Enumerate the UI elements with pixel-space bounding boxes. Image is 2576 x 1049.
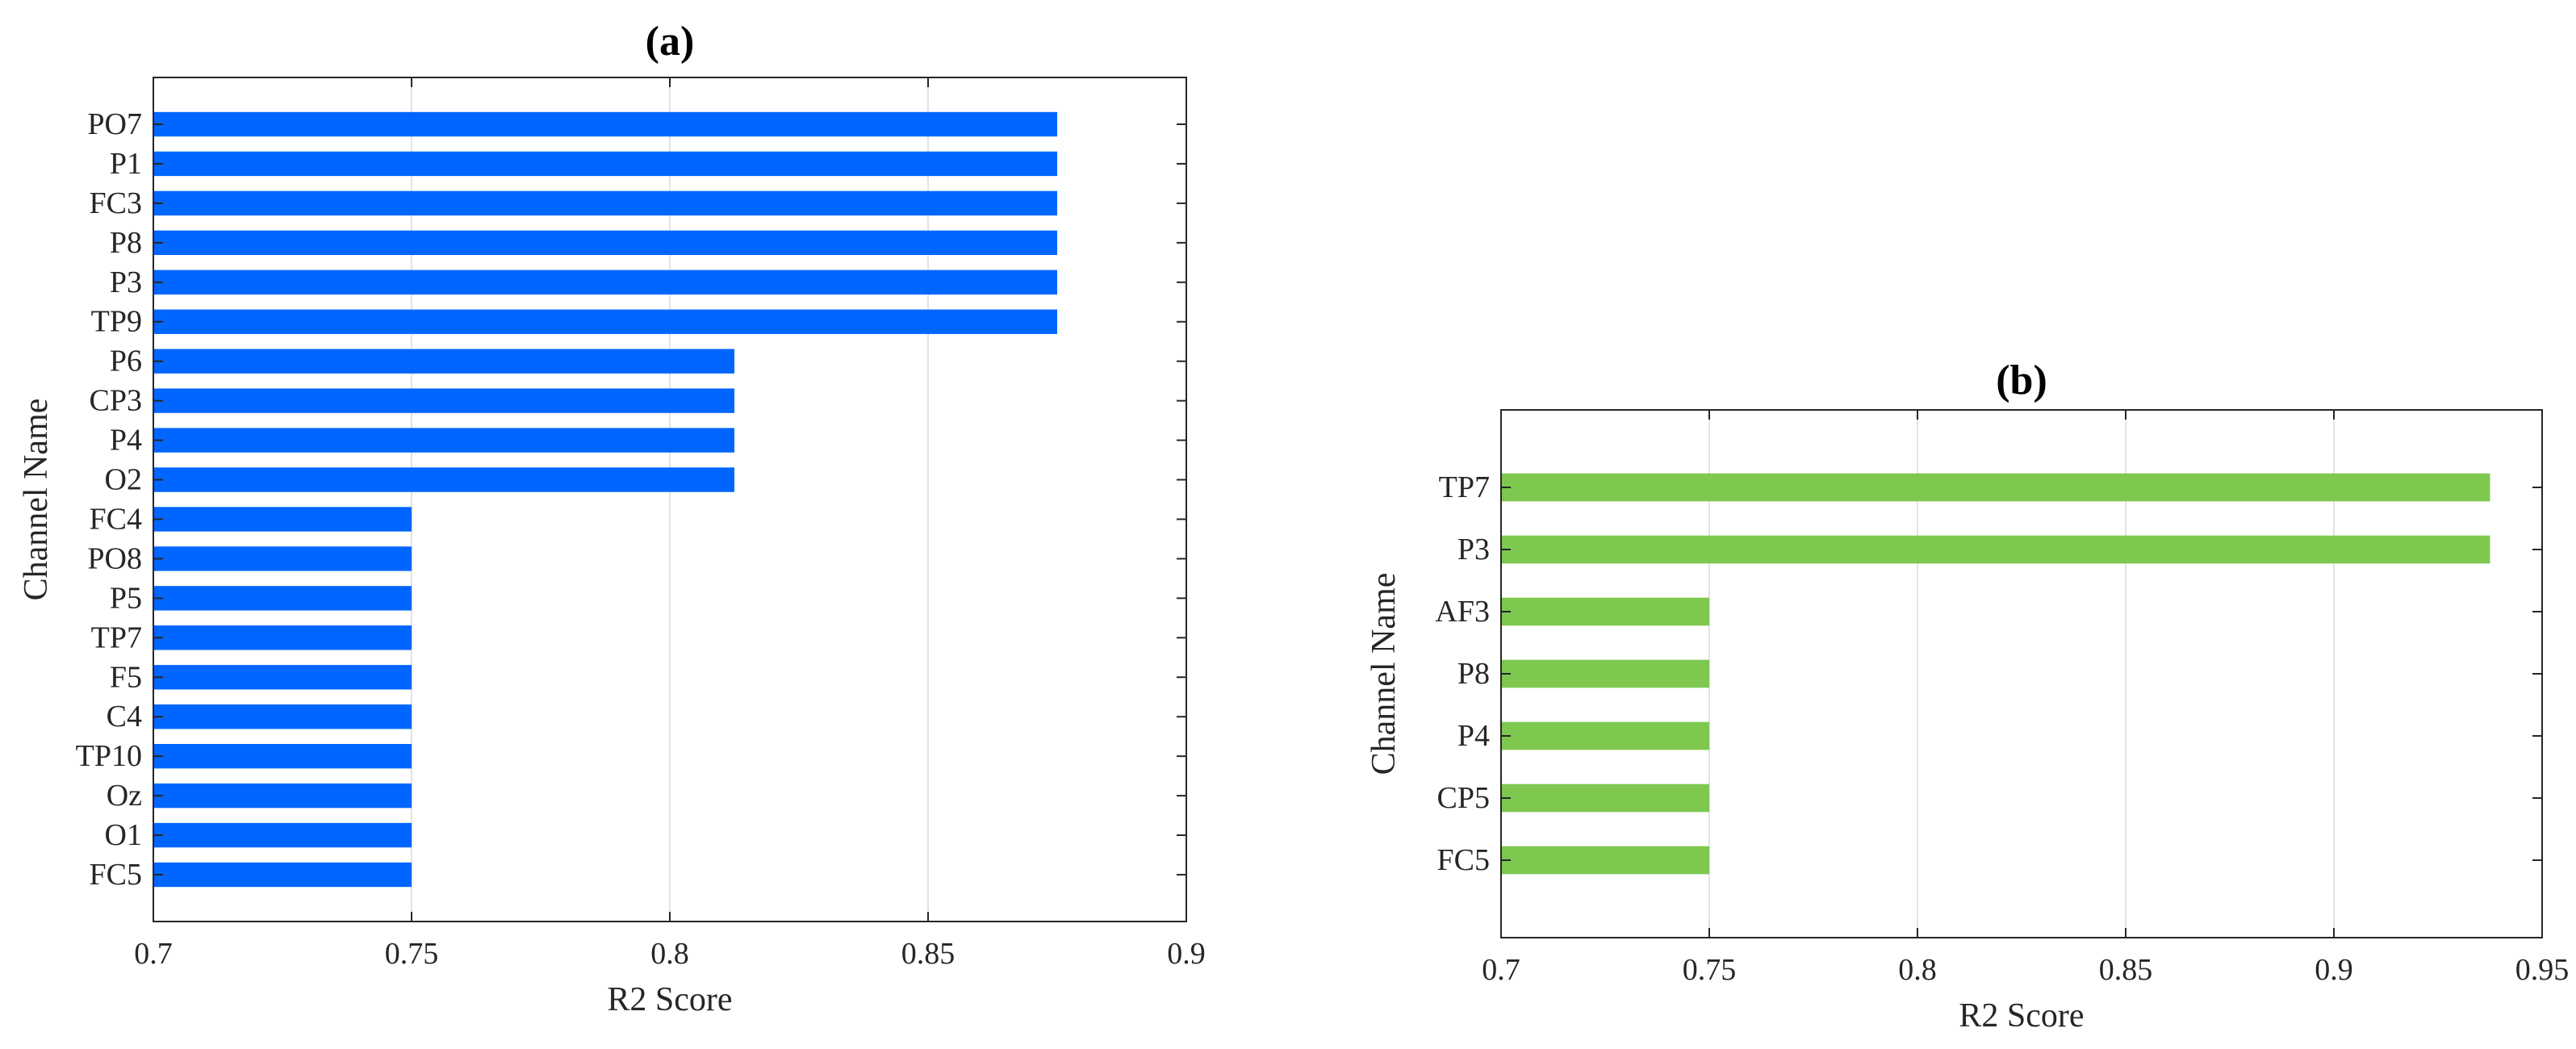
chart0-y-axis-label: Channel Name	[18, 399, 55, 601]
chart0-ytick-label-p8: P8	[110, 226, 142, 260]
chart0-bar-p4	[153, 428, 734, 453]
chart0-bar-p5	[153, 586, 412, 611]
chart0-xtick-label-4: 0.9	[1167, 937, 1206, 971]
chart0-x-axis-label: R2 Score	[607, 981, 732, 1018]
chart0-ytick-label-oz: Oz	[107, 779, 142, 813]
chart0-bar-p3	[153, 270, 1057, 295]
chart0-xtick-label-0: 0.7	[134, 937, 173, 971]
chart-panel-a: PO7 P1 FC3 P8 P3 TP9 P6 CP3 P4 O2 FC4 PO8 P5 TP7 F5 C4 T…	[18, 19, 1206, 1018]
chart0-ytick-label-p6: P6	[110, 345, 142, 378]
chart0-ytick-label-p1: P1	[110, 147, 142, 181]
chart0-bar-o1	[153, 822, 412, 848]
chart1-xtick-label-5: 0.95	[2515, 953, 2570, 987]
chart1-bar-p4	[1501, 721, 1709, 750]
chart0-xtick-label-3: 0.85	[901, 937, 956, 971]
chart0-ytick-label-fc3: FC3	[90, 186, 142, 220]
chart0-bar-tp10	[153, 743, 412, 769]
chart1-xtick-label-4: 0.9	[2315, 953, 2353, 987]
chart0-ytick-label-po8: PO8	[87, 541, 142, 575]
chart1-x-axis-label: R2 Score	[1959, 997, 2084, 1034]
chart0-ytick-label-p3: P3	[110, 265, 142, 299]
chart0-ytick-label-c4: C4	[107, 700, 142, 733]
chart1-ytick-label-p4: P4	[1457, 719, 1490, 753]
chart1-bar-p3	[1501, 535, 2490, 564]
chart1-xtick-label-2: 0.8	[1898, 953, 1937, 987]
chart1-xtick-label-0: 0.7	[1482, 953, 1520, 987]
chart1-xtick-label-1: 0.75	[1683, 953, 1737, 987]
chart-panel-b: TP7 P3 AF3 P8 P4 CP5 FC5 0.7 0.75 0.8 0.85 0.9 0.95 R…	[1365, 357, 2569, 1034]
chart0-ytick-label-o2: O2	[105, 463, 142, 497]
chart1-bar-fc5	[1501, 846, 1709, 875]
chart0-bar-p8	[153, 230, 1057, 256]
chart0-bar-f5	[153, 665, 412, 690]
chart0-ytick-label-p4: P4	[110, 424, 142, 458]
chart0-ytick-label-cp3: CP3	[90, 384, 142, 418]
chart0-bar-p1	[153, 151, 1057, 177]
chart0-ytick-label-tp7: TP7	[91, 621, 142, 654]
chart1-ytick-label-af3: AF3	[1435, 595, 1490, 629]
chart0-ytick-label-po7: PO7	[87, 107, 142, 141]
chart0-ytick-label-f5: F5	[110, 660, 142, 694]
chart0-xtick-label-2: 0.8	[650, 937, 689, 971]
chart1-ytick-label-p8: P8	[1457, 657, 1490, 691]
chart0-bar-tp7	[153, 625, 412, 650]
chart0-bar-fc3	[153, 190, 1057, 216]
chart1-ytick-label-tp7: TP7	[1439, 470, 1490, 504]
chart0-bar-c4	[153, 704, 412, 729]
chart1-ytick-label-p3: P3	[1457, 533, 1490, 566]
chart1-ytick-label-fc5: FC5	[1437, 843, 1490, 877]
chart0-ytick-label-tp10: TP10	[76, 739, 142, 773]
chart0-ytick-label-o1: O1	[105, 818, 142, 852]
chart1-bar-af3	[1501, 597, 1709, 626]
chart1-bar-tp7	[1501, 473, 2490, 502]
chart0-bar-fc5	[153, 862, 412, 888]
chart0-bar-oz	[153, 783, 412, 809]
chart1-y-axis-label: Channel Name	[1365, 573, 1403, 775]
chart0-bar-o2	[153, 467, 734, 492]
chart0-bar-p6	[153, 349, 734, 374]
chart1-bar-p8	[1501, 659, 1709, 688]
chart1-xtick-label-3: 0.85	[2099, 953, 2153, 987]
chart1-title: (b)	[1996, 357, 2047, 403]
chart1-ytick-label-cp5: CP5	[1437, 781, 1490, 815]
chart0-bar-cp3	[153, 388, 734, 413]
chart0-ytick-label-p5: P5	[110, 581, 142, 615]
chart0-ytick-label-fc4: FC4	[90, 502, 142, 536]
chart0-bar-fc4	[153, 507, 412, 532]
chart1-bar-cp5	[1501, 784, 1709, 813]
chart0-ytick-label-fc5: FC5	[90, 858, 142, 892]
chart0-bar-po8	[153, 546, 412, 571]
chart0-xtick-label-1: 0.75	[385, 937, 439, 971]
chart0-title: (a)	[646, 19, 695, 65]
chart0-bar-tp9	[153, 309, 1057, 334]
chart0-ytick-label-tp9: TP9	[91, 305, 142, 339]
chart0-bar-po7	[153, 111, 1057, 137]
